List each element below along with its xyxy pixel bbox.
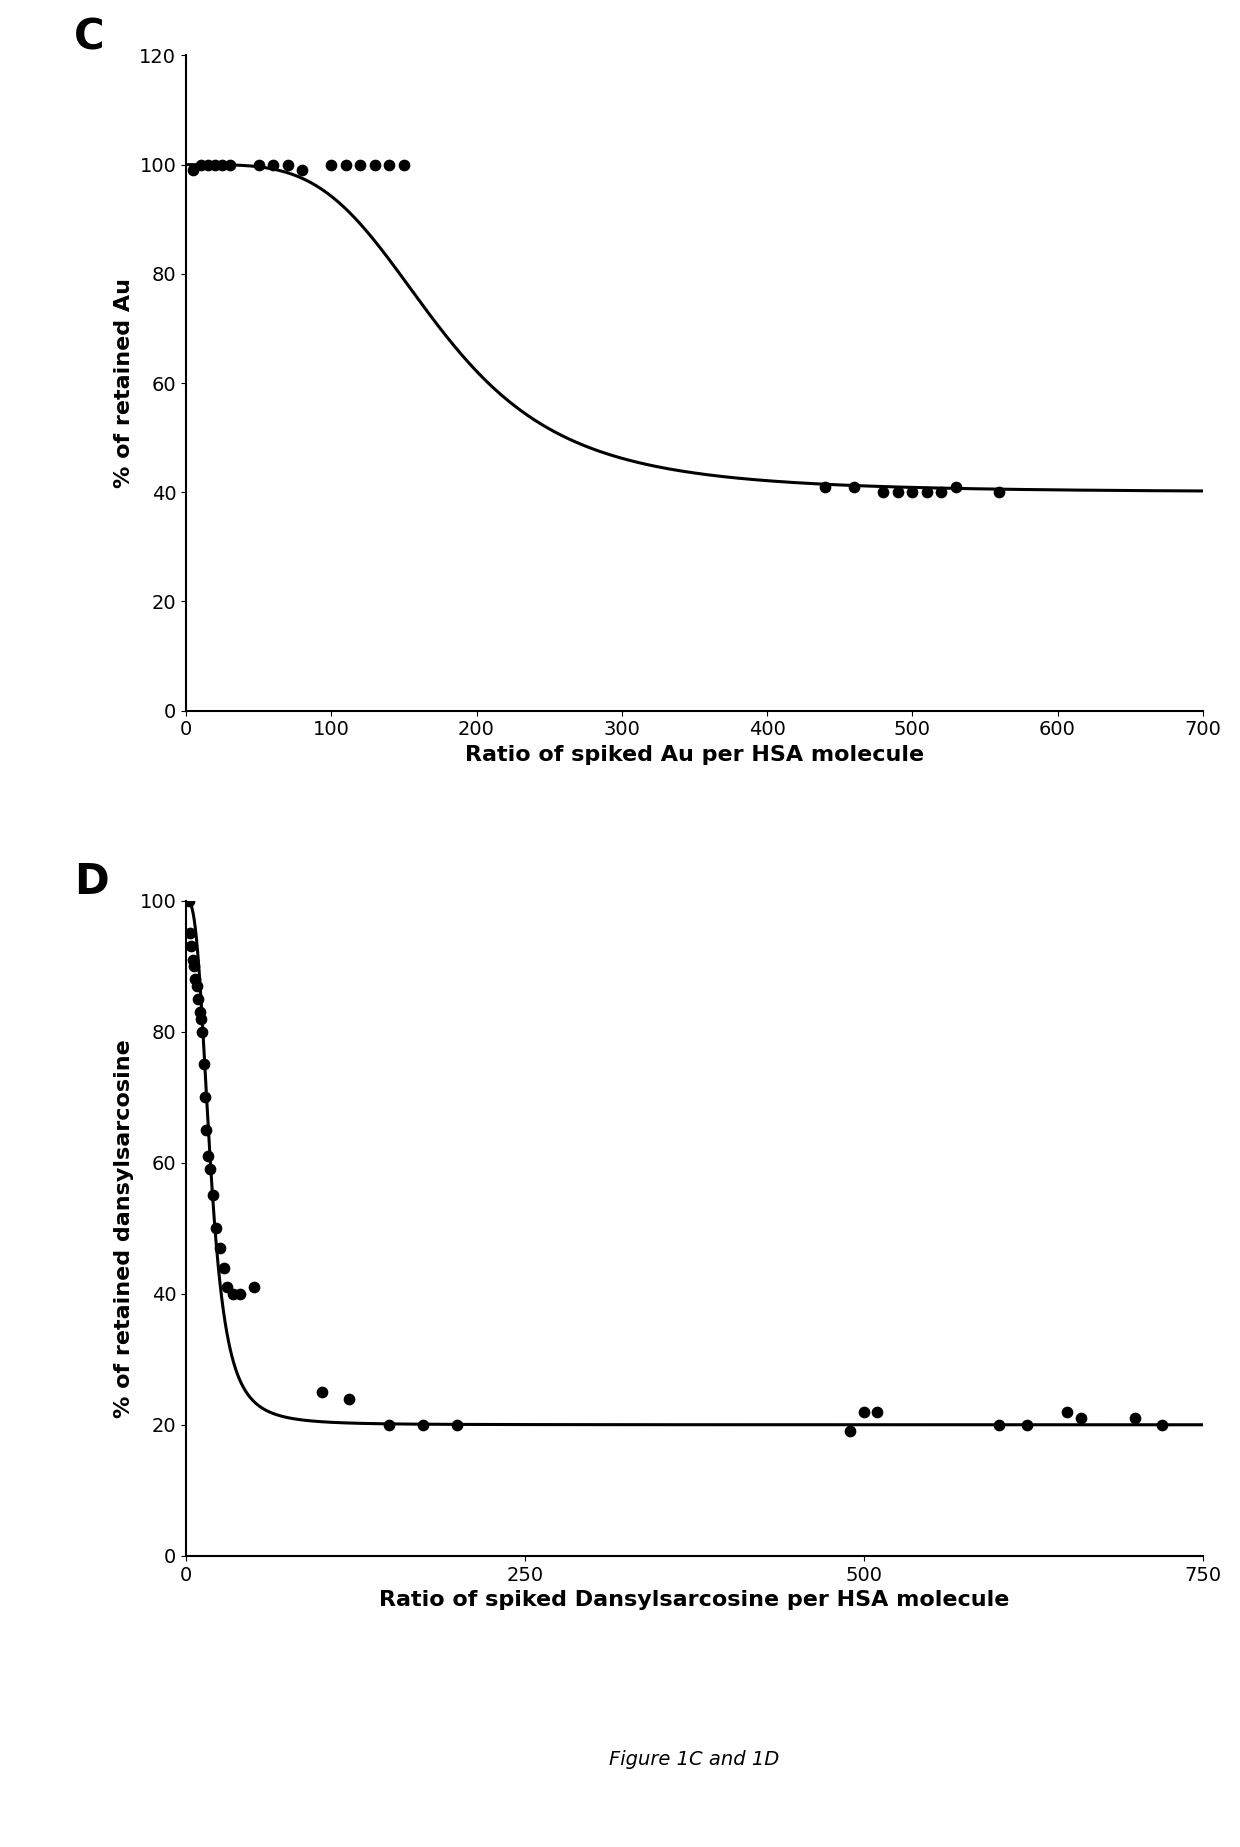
Point bbox=[188, 984, 208, 1014]
Point bbox=[413, 1409, 433, 1439]
Point bbox=[197, 1141, 217, 1171]
Point bbox=[210, 1234, 229, 1263]
Point bbox=[191, 150, 211, 179]
Point bbox=[212, 150, 232, 179]
X-axis label: Ratio of spiked Dansylsarcosine per HSA molecule: Ratio of spiked Dansylsarcosine per HSA … bbox=[379, 1590, 1009, 1611]
Point bbox=[182, 946, 202, 975]
Point bbox=[990, 478, 1009, 508]
Point bbox=[351, 150, 371, 179]
Point bbox=[379, 150, 399, 179]
Point bbox=[184, 155, 203, 185]
Point bbox=[903, 478, 923, 508]
Point bbox=[193, 1049, 213, 1079]
Y-axis label: % of retained dansylsarcosine: % of retained dansylsarcosine bbox=[114, 1038, 134, 1417]
Point bbox=[219, 150, 239, 179]
Point bbox=[231, 1278, 250, 1308]
Point bbox=[815, 473, 835, 502]
Point bbox=[365, 150, 384, 179]
Point bbox=[844, 473, 864, 502]
Point bbox=[179, 887, 198, 916]
Point bbox=[990, 1409, 1009, 1439]
Point bbox=[293, 155, 312, 185]
Point bbox=[217, 1273, 237, 1302]
Point bbox=[841, 1417, 861, 1446]
Point bbox=[1125, 1404, 1145, 1433]
Point bbox=[190, 997, 210, 1027]
Point bbox=[206, 1213, 226, 1243]
Point bbox=[249, 150, 269, 179]
Text: D: D bbox=[74, 861, 109, 903]
Point bbox=[854, 1396, 874, 1426]
Point bbox=[1017, 1409, 1037, 1439]
Text: C: C bbox=[74, 17, 104, 57]
Point bbox=[1071, 1404, 1091, 1433]
Point bbox=[192, 1018, 212, 1047]
Point bbox=[1058, 1396, 1078, 1426]
Point bbox=[916, 478, 936, 508]
Point bbox=[187, 972, 207, 1001]
Point bbox=[379, 1409, 399, 1439]
Point bbox=[311, 1378, 331, 1407]
Text: Figure 1C and 1D: Figure 1C and 1D bbox=[609, 1751, 780, 1769]
Point bbox=[205, 150, 224, 179]
Point bbox=[336, 150, 356, 179]
Point bbox=[873, 478, 893, 508]
Point bbox=[244, 1273, 264, 1302]
Point bbox=[201, 1154, 221, 1184]
Point bbox=[946, 473, 966, 502]
Y-axis label: % of retained Au: % of retained Au bbox=[114, 279, 134, 488]
Point bbox=[223, 1278, 243, 1308]
Point bbox=[191, 1003, 211, 1032]
Point bbox=[888, 478, 908, 508]
Point bbox=[868, 1396, 888, 1426]
Point bbox=[186, 964, 206, 994]
Point bbox=[263, 150, 283, 179]
Point bbox=[278, 150, 298, 179]
Point bbox=[181, 931, 201, 960]
Point bbox=[394, 150, 414, 179]
Point bbox=[180, 918, 200, 948]
Point bbox=[321, 150, 341, 179]
Point bbox=[203, 1180, 223, 1210]
Point bbox=[1152, 1409, 1172, 1439]
Point bbox=[196, 1116, 216, 1145]
Point bbox=[198, 150, 218, 179]
Point bbox=[931, 478, 951, 508]
Point bbox=[185, 951, 205, 981]
Point bbox=[339, 1383, 358, 1413]
Point bbox=[448, 1409, 467, 1439]
Point bbox=[215, 1252, 234, 1282]
X-axis label: Ratio of spiked Au per HSA molecule: Ratio of spiked Au per HSA molecule bbox=[465, 744, 924, 765]
Point bbox=[195, 1082, 215, 1112]
